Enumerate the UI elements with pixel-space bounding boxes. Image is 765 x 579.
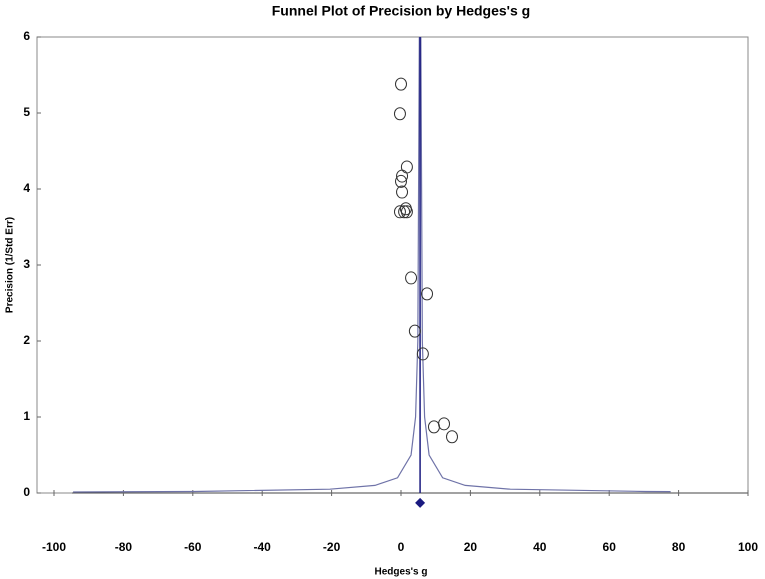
x-tick-label: 40 bbox=[533, 540, 547, 554]
study-point bbox=[446, 430, 459, 444]
study-point bbox=[396, 185, 409, 199]
y-tick-label: 6 bbox=[23, 29, 30, 43]
y-tick-label: 3 bbox=[23, 257, 30, 271]
study-point bbox=[405, 271, 418, 285]
plot-frame bbox=[36, 36, 749, 494]
study-point bbox=[393, 205, 406, 219]
study-point bbox=[408, 324, 421, 338]
study-point bbox=[395, 174, 407, 188]
y-axis-label: Precision (1/Std Err) bbox=[5, 217, 16, 313]
combined-effect bbox=[415, 497, 426, 508]
x-tick-label: -80 bbox=[115, 540, 133, 554]
x-tick-label: -100 bbox=[42, 540, 66, 554]
x-tick-label: -60 bbox=[184, 540, 202, 554]
x-axis-label: Hedges's g bbox=[375, 567, 428, 578]
study-point bbox=[438, 417, 451, 431]
funnel-right bbox=[420, 36, 671, 493]
chart-title: Funnel Plot of Precision by Hedges's g bbox=[272, 3, 530, 19]
study-point bbox=[395, 77, 407, 91]
y-tick-label: 4 bbox=[23, 181, 30, 195]
x-tick-label: 100 bbox=[738, 540, 758, 554]
y-tick-label: 2 bbox=[23, 333, 30, 347]
study-point bbox=[393, 107, 406, 121]
y-tick-label: 1 bbox=[23, 409, 30, 423]
study-point bbox=[400, 160, 413, 174]
y-tick-label: 5 bbox=[23, 105, 30, 119]
study-point bbox=[396, 169, 409, 183]
study-point bbox=[398, 205, 411, 219]
x-tick-label: 80 bbox=[672, 540, 686, 554]
study-point bbox=[416, 347, 429, 361]
study-point bbox=[400, 205, 413, 219]
x-tick-label: 60 bbox=[603, 540, 617, 554]
x-tick-label: -40 bbox=[254, 540, 272, 554]
x-tick-label: 0 bbox=[398, 540, 405, 554]
study-point bbox=[427, 420, 440, 434]
funnel-left bbox=[73, 36, 420, 493]
x-tick-label: -20 bbox=[323, 540, 341, 554]
x-tick-label: 20 bbox=[464, 540, 478, 554]
y-tick-label: 0 bbox=[23, 485, 30, 499]
study-point bbox=[421, 287, 434, 301]
